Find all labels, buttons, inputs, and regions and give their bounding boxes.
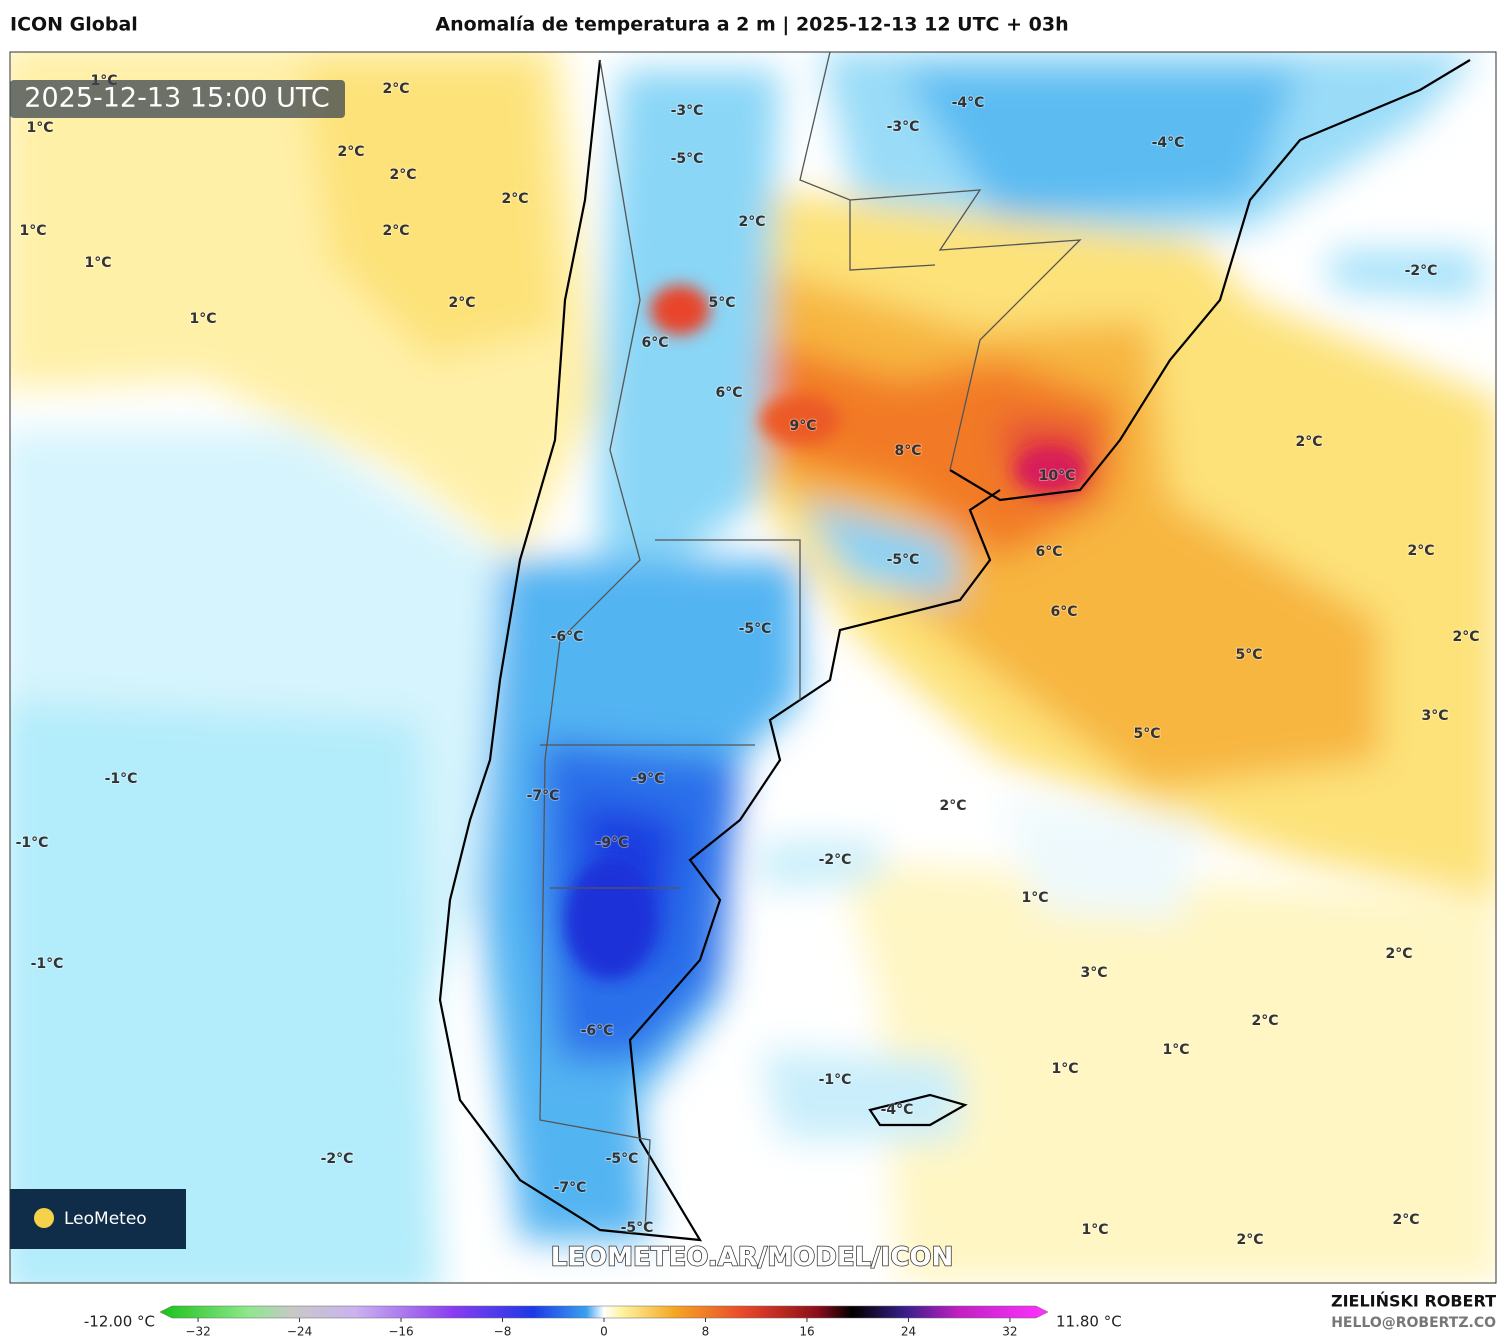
- colorbar-tick-label: 32: [1002, 1325, 1017, 1339]
- logo-text: LeoMeteo: [64, 1209, 147, 1229]
- temperature-label: -2°C: [819, 852, 852, 868]
- temperature-label: 2°C: [337, 144, 364, 160]
- temperature-label: 2°C: [382, 81, 409, 97]
- timestamp: 2025-12-13 15:00 UTC: [24, 83, 329, 114]
- temperature-label: -5°C: [606, 1151, 639, 1167]
- temperature-label: -2°C: [1405, 263, 1438, 279]
- temperature-label: 10°C: [1039, 468, 1076, 484]
- temperature-label: 2°C: [738, 214, 765, 230]
- temperature-label: 2°C: [1452, 629, 1479, 645]
- temperature-label: 2°C: [1295, 434, 1322, 450]
- temperature-label: -3°C: [887, 119, 920, 135]
- logo-sun: [34, 1208, 54, 1228]
- temperature-label: 1°C: [189, 311, 216, 327]
- temperature-label: -6°C: [581, 1023, 614, 1039]
- anomaly-detail: [565, 285, 1085, 980]
- temperature-label: -6°C: [551, 629, 584, 645]
- coastline: [438, 59, 1471, 1242]
- temperature-label: 2°C: [1385, 946, 1412, 962]
- temperature-label: 9°C: [789, 418, 816, 434]
- temperature-label: 2°C: [448, 295, 475, 311]
- temperature-label: 6°C: [1035, 544, 1062, 560]
- colorbar-tick-label: −32: [185, 1325, 210, 1339]
- temperature-label: 2°C: [389, 167, 416, 183]
- temperature-label: -1°C: [31, 956, 64, 972]
- map-labels: 1°C 2°C 1°C 2°C 2°C 2°C 1°C 2°C 1°C 2°C 1°C -3°C -5°…: [15, 72, 1481, 1249]
- temperature-label: 2°C: [1392, 1212, 1419, 1228]
- temperature-label: -5°C: [671, 151, 704, 167]
- map-frame: [9, 51, 1497, 1284]
- colorbar-scale: [159, 1305, 1049, 1319]
- temperature-label: 6°C: [715, 385, 742, 401]
- temperature-label: -5°C: [887, 552, 920, 568]
- map-title: Anomalía de temperatura a 2 m | 2025-12-…: [435, 14, 1068, 36]
- colorbar-tick-label: −24: [287, 1325, 312, 1339]
- temperature-label: 3°C: [1421, 708, 1448, 724]
- temperature-label: -7°C: [554, 1180, 587, 1196]
- temperature-label: 5°C: [1133, 726, 1160, 742]
- temperature-label: -1°C: [16, 835, 49, 851]
- temperature-label: -1°C: [105, 771, 138, 787]
- temperature-label: 2°C: [939, 798, 966, 814]
- temperature-label: 2°C: [382, 223, 409, 239]
- temperature-label: -4°C: [881, 1102, 914, 1118]
- temperature-label: -9°C: [596, 835, 629, 851]
- temperature-label: 1°C: [26, 120, 53, 136]
- temperature-label: 1°C: [19, 223, 46, 239]
- temperature-label: -7°C: [527, 788, 560, 804]
- temperature-label: 2°C: [1236, 1232, 1263, 1248]
- colorbar: -12.00 °C 11.80 °C −32 −24 −16 −8 0 8 16 24 32: [84, 1305, 1122, 1339]
- colorbar-tick-label: 8: [702, 1325, 710, 1339]
- colorbar-tick-label: −8: [494, 1325, 512, 1339]
- temperature-label: 1°C: [1021, 890, 1048, 906]
- colorbar-tick-label: 16: [799, 1325, 814, 1339]
- temperature-label: -1°C: [819, 1072, 852, 1088]
- temperature-label: -9°C: [632, 771, 665, 787]
- temperature-label: 5°C: [1235, 647, 1262, 663]
- temperature-label: 3°C: [1080, 965, 1107, 981]
- colorbar-tick-label: 0: [600, 1325, 608, 1339]
- borders: [539, 52, 1082, 1231]
- timestamp-box: [10, 80, 345, 118]
- colorbar-min: -12.00 °C: [84, 1313, 155, 1331]
- temperature-label: -2°C: [321, 1151, 354, 1167]
- temperature-label: 1°C: [84, 255, 111, 271]
- temperature-label: -4°C: [1152, 135, 1185, 151]
- temperature-label: 2°C: [501, 191, 528, 207]
- temperature-label: 1°C: [1081, 1222, 1108, 1238]
- temperature-label: 6°C: [641, 335, 668, 351]
- temperature-label: 2°C: [1407, 543, 1434, 559]
- temperature-label: -4°C: [952, 95, 985, 111]
- temperature-label: -5°C: [739, 621, 772, 637]
- contact: HELLO@ROBERTZ.CO: [1331, 1315, 1496, 1331]
- model-name: ICON Global: [10, 14, 138, 36]
- temperature-label: 5°C: [708, 295, 735, 311]
- temperature-label: -3°C: [671, 103, 704, 119]
- temperature-label: -5°C: [621, 1220, 654, 1236]
- map: [10, 52, 1496, 1283]
- temperature-label: 1°C: [1051, 1061, 1078, 1077]
- temperature-label: 6°C: [1050, 604, 1077, 620]
- colorbar-max: 11.80 °C: [1056, 1313, 1122, 1331]
- watermark: LEOMETEO.AR/MODEL/ICON: [551, 1243, 954, 1273]
- colorbar-tick-label: 24: [901, 1325, 916, 1339]
- colorbar-tick-label: −16: [388, 1325, 413, 1339]
- temperature-label: 2°C: [1251, 1013, 1278, 1029]
- temperature-label: 1°C: [1162, 1042, 1189, 1058]
- temperature-label: 8°C: [894, 443, 921, 459]
- author: ZIELIŃSKI ROBERT: [1331, 1292, 1496, 1311]
